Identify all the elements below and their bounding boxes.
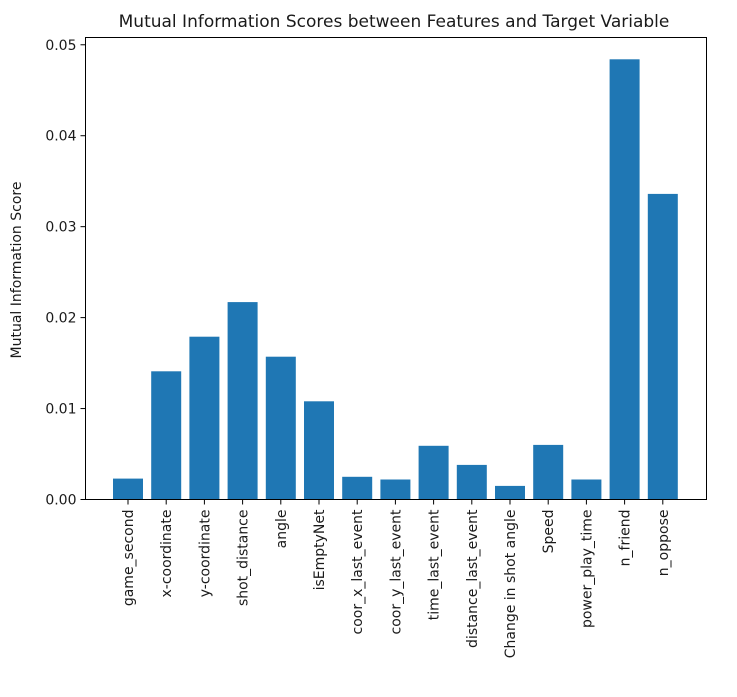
y-tick-label: 0.03 <box>45 220 76 236</box>
bar-power-play-time <box>571 479 602 500</box>
x-tick-label: Change in shot angle <box>503 510 519 659</box>
x-tick-label: Speed <box>541 510 557 554</box>
y-tick-label: 0.00 <box>45 493 76 509</box>
x-tick-label: angle <box>274 510 290 549</box>
x-tick-label: coor_x_last_event <box>350 509 366 635</box>
bar-coor-x-last-event <box>342 476 373 500</box>
x-tick-label: power_play_time <box>579 510 595 629</box>
x-tick-label: time_last_event <box>427 509 443 620</box>
x-tick-label: game_second <box>121 510 137 607</box>
y-tick-label: 0.02 <box>45 311 76 327</box>
x-axis-ticks: game_second x-coordinate y-coordinate shot_… <box>121 499 672 659</box>
bar-game-second <box>113 478 143 500</box>
y-tick-label: 0.04 <box>45 129 76 145</box>
y-tick-label: 0.05 <box>45 38 76 54</box>
bar-angle <box>265 356 296 500</box>
y-axis-label: Mutual Information Score <box>9 182 25 359</box>
x-tick-label: n_friend <box>618 510 634 567</box>
x-tick-label: x-coordinate <box>159 510 175 598</box>
x-tick-label: coor_y_last_event <box>388 509 404 635</box>
bar-y-coordinate <box>189 336 220 500</box>
bar-time-last-event <box>418 445 449 500</box>
bar-n-friend <box>609 59 640 500</box>
bar-isemptynet <box>304 401 334 500</box>
bar-coor-y-last-event <box>380 479 411 500</box>
bar-x-coordinate <box>151 371 182 500</box>
x-tick-label: distance_last_event <box>465 509 481 648</box>
bar-n-oppose <box>647 193 678 500</box>
chart-title: Mutual Information Scores between Featur… <box>119 12 670 32</box>
x-tick-label: shot_distance <box>236 510 252 607</box>
bar-distance-last-event <box>456 464 487 500</box>
bars-group <box>113 59 678 500</box>
y-tick-label: 0.01 <box>45 402 76 418</box>
x-tick-label: n_oppose <box>656 510 672 577</box>
x-tick-label: y-coordinate <box>197 510 213 598</box>
plot-frame <box>85 37 707 500</box>
bar-shot-distance <box>227 302 258 500</box>
y-axis-ticks: 0.00 0.01 0.02 0.03 0.04 0.05 <box>45 38 86 509</box>
bar-speed <box>533 444 564 500</box>
bar-change-in-shot-angle <box>495 485 525 500</box>
x-tick-label: isEmptyNet <box>312 509 328 590</box>
